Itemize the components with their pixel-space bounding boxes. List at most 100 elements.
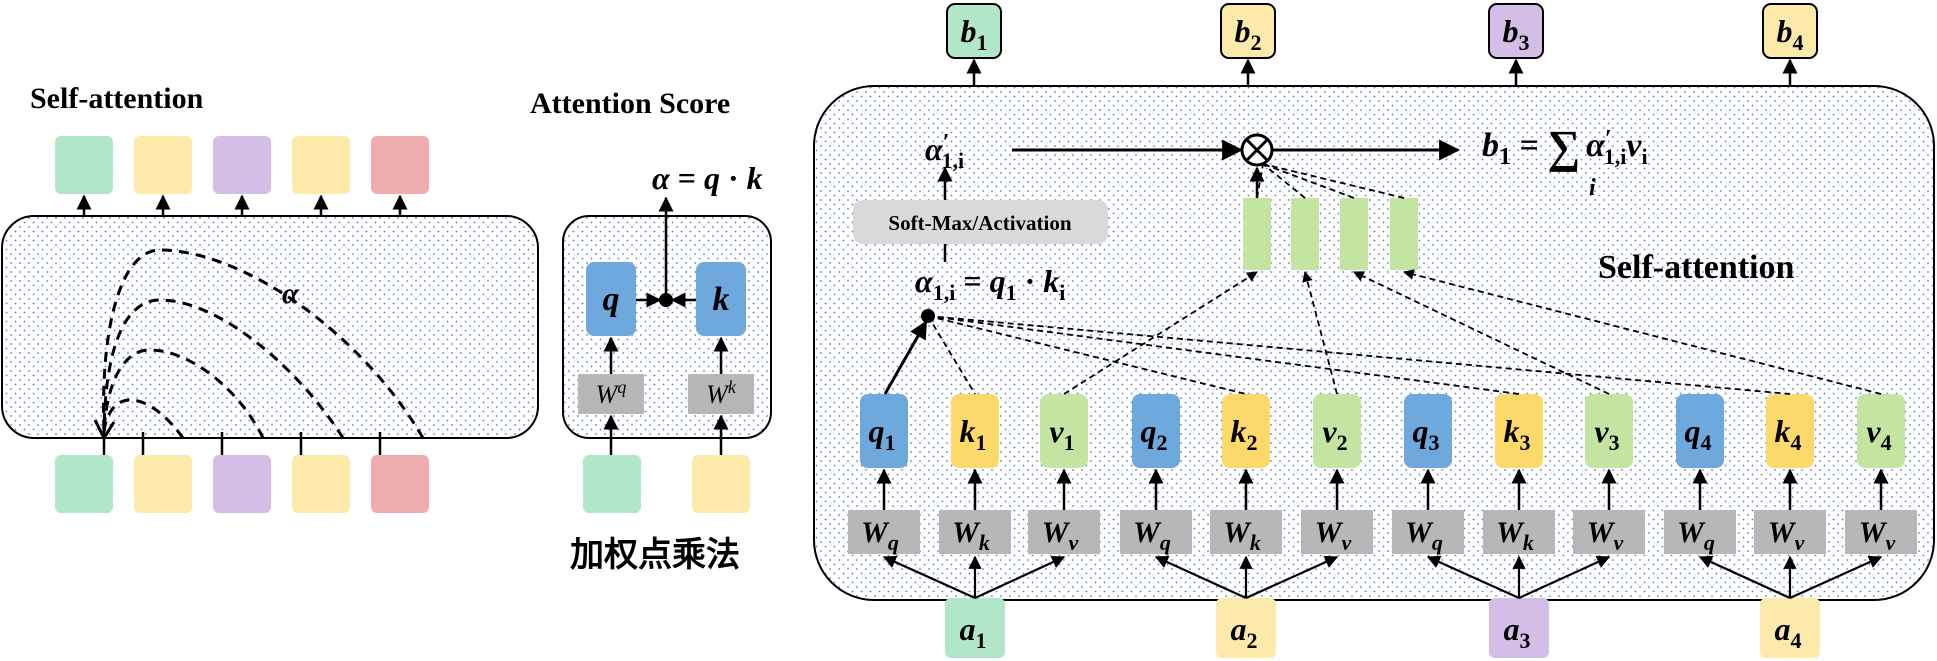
vector-q4: q4 xyxy=(1676,394,1724,510)
weight-matrix-5-base: W xyxy=(1223,516,1252,549)
b-eq-prime: ′ xyxy=(1605,126,1612,152)
output-b3-box xyxy=(1488,3,1544,59)
output-b4: b4 xyxy=(1762,3,1818,86)
input-a2-to-weight-4 xyxy=(1154,555,1247,600)
vector-q2-box xyxy=(1132,394,1180,468)
b-eq-sum: ∑ xyxy=(1547,121,1580,172)
weight-matrix-8-base: W xyxy=(1496,516,1525,549)
vector-v2-base: v xyxy=(1322,413,1337,449)
output-b3: b3 xyxy=(1488,3,1544,86)
output-b2: b2 xyxy=(1220,3,1276,86)
vector-q1-sub: 1 xyxy=(885,430,896,455)
output-b1-box xyxy=(946,3,1002,59)
vector-v3-box xyxy=(1585,394,1633,468)
input-a2-base: a xyxy=(1231,611,1247,647)
weight-matrix-5-label: Wk xyxy=(1223,516,1261,555)
vector-q1-label: q1 xyxy=(869,413,896,455)
query-box xyxy=(586,262,636,336)
weight-matrix-9-base: W xyxy=(1587,516,1616,549)
qkv-vectors: q1 k1 v1 q2 k2 v2 q3 k3 v3 q4 k4 v4 xyxy=(860,394,1905,510)
input-a3-to-weight-9 xyxy=(1518,555,1611,600)
vector-q2: q2 xyxy=(1132,394,1180,510)
input-a3-sub: 3 xyxy=(1520,628,1531,653)
output-vectors: b 1 b2 b3 b4 xyxy=(946,3,1818,86)
weight-matrix-10-box xyxy=(1664,510,1736,554)
b-eq-vsub: i xyxy=(1641,144,1647,169)
vector-v4: v4 xyxy=(1857,394,1905,510)
softmax-box xyxy=(853,200,1108,244)
weight-matrix-5-box xyxy=(1210,510,1282,554)
vector-q2-sub: 2 xyxy=(1157,430,1168,455)
input-a4: a4 xyxy=(1760,598,1820,658)
output-b1-sub: 1 xyxy=(977,30,988,55)
weight-matrix-10-sub: q xyxy=(1704,530,1715,555)
weighted-value-bar-4 xyxy=(1390,198,1418,270)
left-attention-block xyxy=(1,215,539,439)
weight-matrix-3: Wv xyxy=(1028,510,1100,555)
weight-matrix-6-sub: v xyxy=(1341,530,1351,555)
weight-matrix-12-box xyxy=(1845,510,1917,554)
input-a3-label: a3 xyxy=(1504,611,1531,653)
input-a1-base: a xyxy=(960,611,976,647)
left-connectors xyxy=(76,194,408,455)
v4-to-bar-arrow xyxy=(1402,269,1882,395)
weight-matrix-11-box xyxy=(1754,510,1826,554)
vector-k1-base: k xyxy=(960,413,976,449)
input-a2-sub: 2 xyxy=(1247,628,1258,653)
weighted-value-bar-4-link xyxy=(1262,163,1405,199)
alpha-prime-mark: ′ xyxy=(943,130,950,156)
v3-to-bar-arrow xyxy=(1353,271,1610,395)
left-panel: Self-attention α xyxy=(1,82,539,513)
output-b2-base: b xyxy=(1235,13,1251,49)
vector-q3-base: q xyxy=(1413,413,1429,449)
weight-matrix-3-box xyxy=(1028,510,1100,554)
output-b4-box xyxy=(1762,3,1818,59)
vector-v1-base: v xyxy=(1049,413,1064,449)
vector-v2: v2 xyxy=(1313,394,1361,510)
weight-matrix-8-box xyxy=(1483,510,1555,554)
output-b2-box xyxy=(1220,3,1276,59)
wq-matrix-base: W xyxy=(596,380,620,409)
vector-q1-base: q xyxy=(869,413,885,449)
input-a1-label: a1 xyxy=(960,611,987,653)
input-a1-to-weight-1 xyxy=(882,555,976,600)
weight-matrix-1-sub: q xyxy=(888,530,899,555)
score-formula-eq: = xyxy=(670,160,704,196)
weight-matrix-1-label: Wq xyxy=(861,516,899,555)
alpha-eq-dot: · xyxy=(1017,263,1044,299)
input-a2-box xyxy=(1216,598,1276,658)
weighted-value-bars xyxy=(1243,198,1418,270)
input-a2-to-weight-6 xyxy=(1245,555,1339,600)
input-a4-to-weight-12 xyxy=(1789,555,1883,600)
weight-matrix-10: Wq xyxy=(1664,510,1736,555)
input-a4-to-weight-10 xyxy=(1698,555,1791,600)
weight-matrix-8-label: Wk xyxy=(1496,516,1534,555)
vector-v4-base: v xyxy=(1866,413,1881,449)
weight-matrix-10-label: Wq xyxy=(1677,516,1715,555)
output-b3-label: b3 xyxy=(1503,13,1530,55)
weighted-value-bar-3 xyxy=(1340,198,1368,270)
vector-k2-label: k2 xyxy=(1231,413,1258,455)
score-to-k4-link xyxy=(927,315,1791,395)
attention-arcs xyxy=(102,248,425,439)
weight-matrix-3-base: W xyxy=(1042,516,1071,549)
left-input-box-2 xyxy=(134,455,192,513)
vector-k3-label: k3 xyxy=(1504,413,1531,455)
score-formula-k: k xyxy=(747,160,763,196)
left-output-box-4 xyxy=(292,136,350,194)
vector-k2-sub: 2 xyxy=(1247,430,1258,455)
attention-arc-4 xyxy=(102,298,345,439)
input-a3-base: a xyxy=(1504,611,1520,647)
v2-to-bar-arrow xyxy=(1302,270,1338,395)
alpha-equation: α1,i = q1 · ki xyxy=(915,263,1065,305)
score-formula-q: q xyxy=(704,160,720,196)
b-eq-bsub: 1 xyxy=(1499,144,1511,170)
wq-matrix-label: Wq xyxy=(596,377,627,409)
weight-matrix-4: Wq xyxy=(1120,510,1192,555)
middle-panel: Attention Score α = q · k q k Wq Wk 加 xyxy=(530,87,772,575)
wq-matrix-box xyxy=(578,374,644,414)
weight-matrix-12-base: W xyxy=(1859,516,1888,549)
vector-k3-box xyxy=(1495,394,1543,468)
input-a1-sub: 1 xyxy=(976,628,987,653)
